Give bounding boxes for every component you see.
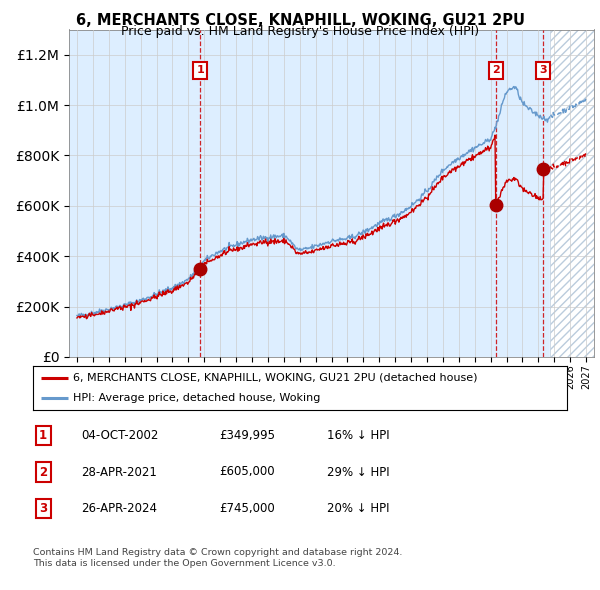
Text: 29% ↓ HPI: 29% ↓ HPI — [327, 466, 389, 478]
Text: 28-APR-2021: 28-APR-2021 — [81, 466, 157, 478]
Text: 1: 1 — [196, 65, 204, 76]
Text: 04-OCT-2002: 04-OCT-2002 — [81, 429, 158, 442]
Text: £349,995: £349,995 — [219, 429, 275, 442]
Text: 3: 3 — [539, 65, 547, 76]
Text: Contains HM Land Registry data © Crown copyright and database right 2024.
This d: Contains HM Land Registry data © Crown c… — [33, 548, 403, 568]
Text: Price paid vs. HM Land Registry's House Price Index (HPI): Price paid vs. HM Land Registry's House … — [121, 25, 479, 38]
Text: 20% ↓ HPI: 20% ↓ HPI — [327, 502, 389, 515]
Text: 26-APR-2024: 26-APR-2024 — [81, 502, 157, 515]
Text: 6, MERCHANTS CLOSE, KNAPHILL, WOKING, GU21 2PU: 6, MERCHANTS CLOSE, KNAPHILL, WOKING, GU… — [76, 13, 524, 28]
Text: 2: 2 — [492, 65, 500, 76]
Text: 1: 1 — [39, 429, 47, 442]
Text: 3: 3 — [39, 502, 47, 515]
Text: 6, MERCHANTS CLOSE, KNAPHILL, WOKING, GU21 2PU (detached house): 6, MERCHANTS CLOSE, KNAPHILL, WOKING, GU… — [73, 373, 478, 383]
Text: £745,000: £745,000 — [219, 502, 275, 515]
Text: HPI: Average price, detached house, Woking: HPI: Average price, detached house, Woki… — [73, 393, 320, 403]
Text: £605,000: £605,000 — [219, 466, 275, 478]
Text: 16% ↓ HPI: 16% ↓ HPI — [327, 429, 389, 442]
Text: 2: 2 — [39, 466, 47, 478]
